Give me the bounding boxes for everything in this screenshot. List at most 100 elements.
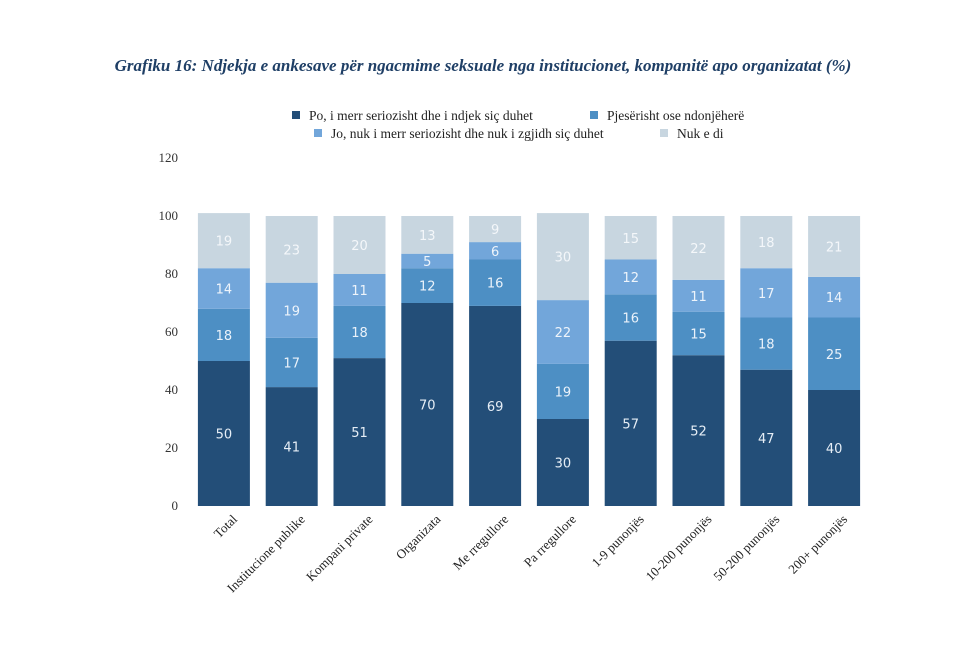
legend-item-jo: Jo, nuk i merr seriozisht dhe nuk i zgji… [314,126,604,142]
bar-segment [265,337,318,388]
bar-segment [740,369,793,506]
bar-segment [808,390,861,506]
bar-segment [333,358,386,506]
bar-segment [469,259,522,306]
bar-stack: 40 25 14 21 [808,216,861,506]
legend-item-pjeserisht: Pjesërisht ose ndonjëherë [590,108,744,124]
data-label: 9 [491,223,499,238]
bar-segment [333,305,386,359]
y-tick-label: 100 [159,208,179,223]
data-label: 11 [690,290,707,305]
legend-label-po: Po, i merr seriozisht dhe i ndjek siç du… [309,108,533,123]
bar-segment [469,216,522,243]
bar-stack: 51 18 11 20 [333,216,386,506]
data-label: 15 [690,327,707,342]
chart-title: Grafiku 16: Ndjekja e ankesave për ngacm… [114,56,852,75]
data-label: 41 [283,441,300,456]
y-axis: 0 20 40 60 80 100 120 [159,150,179,513]
bar-segment [401,216,454,254]
data-label: 22 [555,326,572,341]
legend-item-nuk-e-di: Nuk e di [660,126,724,142]
bar-segment [536,213,589,301]
bar-segment [401,268,454,303]
legend-item-po: Po, i merr seriozisht dhe i ndjek siç du… [292,108,533,124]
bar-segment [808,216,861,277]
data-label: 17 [758,287,775,302]
data-label: 18 [216,329,233,344]
bar-segment [672,216,725,280]
bar-segment [740,268,793,318]
data-label: 70 [419,399,436,414]
bar-stack: 50 18 14 19 [197,213,250,506]
x-tick-label: Kompani private [303,511,376,584]
bar-segment [197,268,250,309]
bar-segment [740,317,793,370]
bar-segment [604,340,657,506]
data-label: 18 [351,326,368,341]
data-label: 52 [690,425,707,440]
bar-segment [333,274,386,306]
data-label: 69 [487,400,504,415]
data-label: 6 [491,245,499,260]
bar-stack: 70 12 5 13 [401,216,454,506]
data-label: 17 [283,356,300,371]
x-tick-label: 200+ punonjës [785,512,850,577]
data-label: 19 [555,385,572,400]
bar-segment [401,253,454,269]
data-label: 19 [216,235,233,250]
y-tick-label: 80 [165,266,178,281]
data-label: 30 [555,457,572,472]
bar-segment [333,216,386,274]
data-label: 51 [351,426,368,441]
bar-segment [401,303,454,506]
y-tick-label: 20 [165,440,178,455]
legend-swatch-jo [314,129,322,137]
x-tick-label: 1-9 punonjës [588,512,646,570]
bar-segment [808,317,861,390]
y-tick-label: 60 [165,324,178,339]
bar-stack: 41 17 19 23 [265,216,318,506]
legend-label-jo: Jo, nuk i merr seriozisht dhe nuk i zgji… [331,126,604,141]
bar-segment [536,419,589,506]
x-tick-label: Pa rregullore [521,511,579,569]
bar-stack: 30 19 22 30 [536,213,589,506]
bar-stack: 57 16 12 15 [604,216,657,506]
legend-label-nuk-e-di: Nuk e di [677,126,724,141]
data-label: 18 [758,236,775,251]
data-label: 12 [622,271,639,286]
bar-segment [604,294,657,341]
bar-segment [808,276,861,318]
y-tick-label: 40 [165,382,178,397]
y-tick-label: 0 [172,498,179,513]
data-label: 20 [351,239,368,254]
bar-segment [536,363,589,419]
bar-segment [740,216,793,269]
data-label: 11 [351,284,368,299]
data-label: 16 [622,312,639,327]
bar-segment [265,387,318,506]
data-label: 19 [283,304,300,319]
data-label: 30 [555,251,572,266]
legend-swatch-po [292,111,300,119]
data-label: 14 [826,291,843,306]
y-tick-label: 120 [159,150,179,165]
data-label: 22 [690,242,707,257]
data-label: 21 [826,240,843,255]
data-label: 16 [487,277,504,292]
data-label: 14 [216,283,233,298]
bar-segment [265,216,318,283]
data-label: 50 [216,428,233,443]
bar-segment [604,259,657,295]
x-tick-label: Total [211,511,241,541]
bar-stack: 47 18 17 18 [740,216,793,506]
bar-segment [536,300,589,364]
data-label: 15 [622,232,639,247]
data-label: 25 [826,348,843,363]
bar-segment [197,361,250,506]
bar-segment [469,242,522,260]
data-label: 57 [622,417,639,432]
bar-segment [604,216,657,260]
x-tick-label: Organizata [393,511,444,562]
